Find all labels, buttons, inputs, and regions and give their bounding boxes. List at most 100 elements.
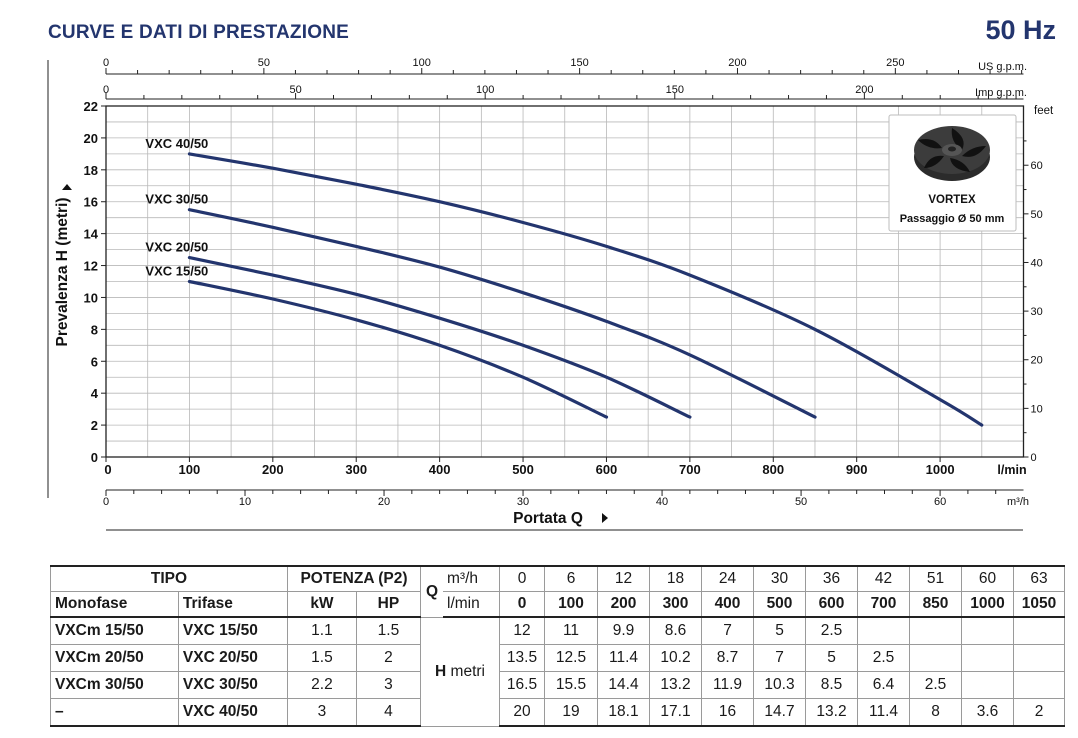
h-cell: 11.4: [597, 644, 650, 672]
h-cell: [961, 644, 1014, 672]
series-vxc-20-50-label: VXC 20/50: [145, 240, 208, 255]
model-trifase: VXC 20/50: [177, 644, 289, 672]
impeller-icon: [914, 126, 990, 181]
x-tick-label: 1000: [926, 462, 955, 477]
m3h-cell: 0: [499, 565, 545, 592]
imp-gpm-tick-label: 50: [289, 84, 301, 96]
h-cell: [909, 644, 962, 672]
table-row: – VXC 40/50 3 4 20 19 18.1 17.1 16 14.7 …: [50, 698, 1065, 727]
x-tick-label: 0: [104, 462, 111, 477]
th-hp: HP: [355, 591, 422, 618]
h-cell: [961, 671, 1014, 699]
table-row: VXCm 15/50 VXC 15/50 1.1 1.5 H metri 12 …: [50, 616, 1065, 727]
h-cell: [857, 616, 910, 645]
h-cell: 7: [753, 644, 806, 672]
table-row: VXCm 20/50 VXC 20/50 1.5 2 13.5 12.5 11.…: [50, 644, 1065, 672]
h-cell: 11: [544, 616, 598, 645]
th-lmin-unit: l/min: [443, 591, 500, 618]
us-gpm-unit-label: US g.p.m.: [978, 61, 1027, 73]
h-cell: 5: [805, 644, 858, 672]
lmin-cell: 500: [753, 591, 806, 618]
model-trifase: VXC 15/50: [177, 616, 289, 645]
imp-gpm-tick-label: 100: [476, 84, 494, 96]
h-cell: 17.1: [649, 698, 702, 727]
th-tipo: TIPO: [50, 565, 288, 592]
h-cell: 13.2: [649, 671, 702, 699]
imp-gpm-tick-label: 0: [103, 84, 109, 96]
series-vxc-15-50-label: VXC 15/50: [145, 264, 208, 279]
h-cell: 13.2: [805, 698, 858, 727]
series-vxc-30-50-line: [187, 208, 817, 419]
us-gpm-tick-label: 0: [103, 57, 109, 69]
y-tick-label: 2: [91, 418, 98, 433]
plot-frame: [105, 105, 1025, 458]
m3h-tick-label: 50: [795, 496, 807, 508]
h-cell: 7: [701, 616, 754, 645]
feet-tick-label: 20: [1031, 355, 1043, 367]
series-vxc-20-50-line: [187, 256, 692, 419]
h-cell: 12.5: [544, 644, 598, 672]
h-cell: 3.6: [961, 698, 1014, 727]
th-trifase: Trifase: [177, 591, 289, 618]
kw-cell: 1.1: [287, 616, 357, 645]
x-axis-arrow-icon: [602, 513, 608, 523]
y-tick-label: 4: [91, 386, 99, 401]
th-m3h-unit: m³/h: [443, 565, 500, 592]
us-gpm-tick-label: 50: [258, 57, 270, 69]
h-cell: [1013, 644, 1065, 672]
h-cell: 14.7: [753, 698, 806, 727]
vortex-passage: Passaggio Ø 50 mm: [900, 213, 1005, 225]
m3h-tick-label: 0: [103, 496, 109, 508]
x-tick-label: 900: [846, 462, 868, 477]
m3h-cell: 6: [544, 565, 598, 592]
h-cell: 10.2: [649, 644, 702, 672]
h-cell: 2.5: [805, 616, 858, 645]
h-cell: 5: [753, 616, 806, 645]
h-cell: 8.7: [701, 644, 754, 672]
x-tick-label: 300: [345, 462, 367, 477]
lmin-cell: 100: [544, 591, 598, 618]
m3h-tick-label: 40: [656, 496, 668, 508]
hp-cell: 3: [355, 671, 422, 699]
lmin-cell: 1000: [961, 591, 1014, 618]
h-label: H: [435, 662, 447, 680]
x-tick-label: 800: [762, 462, 784, 477]
hp-cell: 2: [355, 644, 422, 672]
th-monofase: Monofase: [50, 591, 179, 618]
y-axis-arrow-icon: [62, 184, 72, 190]
feet-tick-label: 60: [1031, 160, 1043, 172]
x-axis-title: Portata Q: [513, 510, 583, 527]
y-tick-label: 14: [84, 227, 99, 242]
h-unit: metri: [450, 662, 485, 680]
lmin-cell: 400: [701, 591, 754, 618]
h-cell: 18.1: [597, 698, 650, 727]
y-tick-label: 18: [84, 163, 98, 178]
frequency-label: 50 Hz: [985, 15, 1056, 45]
h-cell: [909, 616, 962, 645]
lmin-cell: 1050: [1013, 591, 1065, 618]
th-potenza: POTENZA (P2): [287, 565, 421, 592]
lmin-cell: 300: [649, 591, 702, 618]
kw-cell: 3: [287, 698, 357, 727]
h-metri-cell: H metri: [420, 616, 500, 727]
us-gpm-tick-label: 250: [886, 57, 904, 69]
y-tick-label: 8: [91, 322, 98, 337]
chart-grid: [106, 106, 1024, 457]
feet-tick-label: 40: [1031, 257, 1043, 269]
h-cell: 11.9: [701, 671, 754, 699]
h-cell: 2: [1013, 698, 1065, 727]
m3h-tick-label: 10: [239, 496, 251, 508]
x-tick-label: 500: [512, 462, 534, 477]
m3h-tick-label: 20: [378, 496, 390, 508]
y-tick-label: 6: [91, 354, 98, 369]
series-vxc-40-50-label: VXC 40/50: [145, 136, 208, 151]
m3h-cell: 24: [701, 565, 754, 592]
kw-cell: 2.2: [287, 671, 357, 699]
y-tick-label: 22: [84, 99, 98, 114]
h-cell: [1013, 671, 1065, 699]
h-cell: 12: [499, 616, 545, 645]
h-cell: [961, 616, 1014, 645]
x-tick-label: 100: [179, 462, 201, 477]
feet-unit-label: feet: [1034, 105, 1054, 117]
h-cell: [1013, 616, 1065, 645]
